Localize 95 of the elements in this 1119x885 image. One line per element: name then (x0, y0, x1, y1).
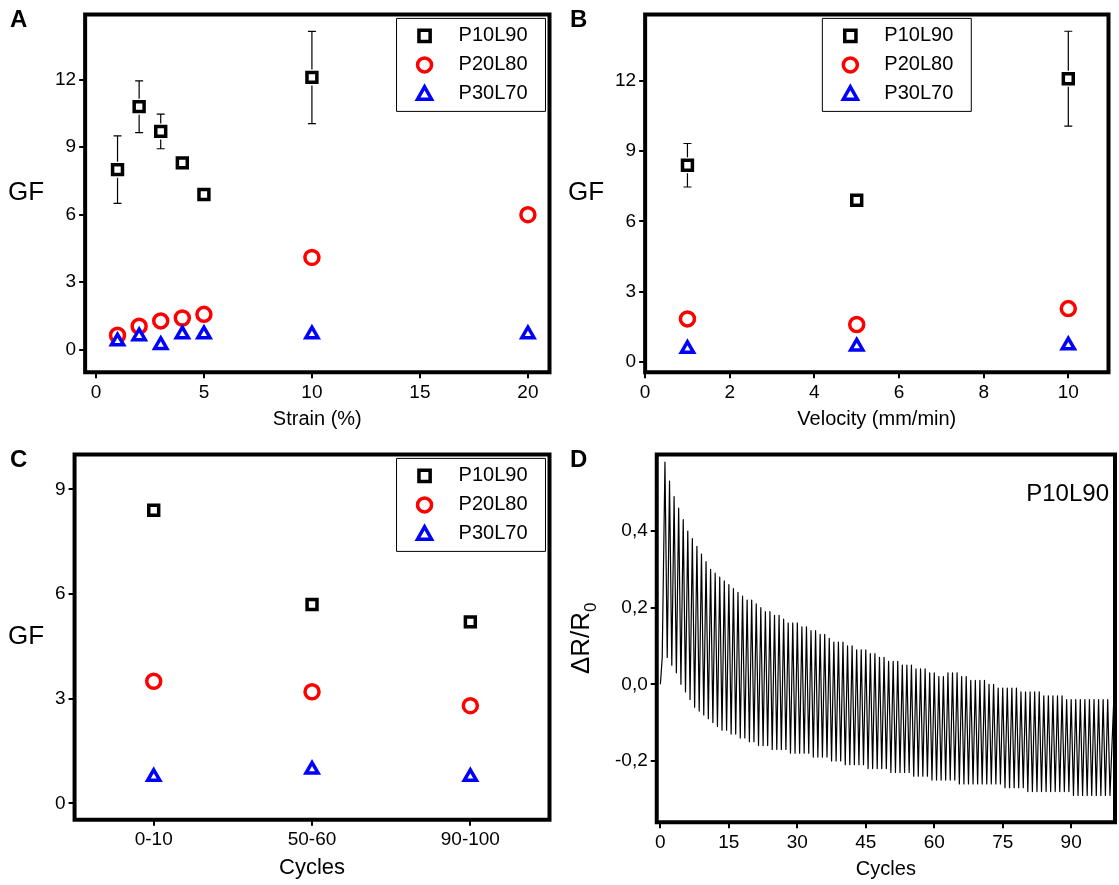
point (196, 325, 212, 340)
point (303, 248, 321, 267)
point (304, 760, 320, 775)
x-tick-label: 20 (517, 380, 539, 402)
point (1059, 334, 1078, 351)
point (520, 325, 536, 340)
point (305, 597, 319, 612)
y-tick-label: 3 (54, 686, 66, 708)
x-tick-label: 15 (409, 380, 431, 402)
chart-title: A (10, 5, 28, 33)
legend-label: P30L70 (458, 81, 528, 104)
point (154, 124, 168, 139)
point (152, 336, 169, 351)
x-tick-label: 8 (978, 380, 989, 402)
y-axis-title: GF (8, 620, 45, 651)
point (145, 768, 162, 783)
point (305, 70, 319, 85)
x-tick-label: 10 (301, 380, 323, 402)
point (1061, 72, 1075, 86)
point (174, 325, 191, 340)
x-axis-title: Cycles (855, 856, 916, 879)
y-tick-label: 0,4 (621, 519, 649, 541)
x-tick-label: 5 (198, 380, 210, 402)
legend-label: P20L80 (458, 52, 528, 75)
y-tick-label: -0,2 (614, 749, 648, 771)
y-axis-title: ΔR/R0 (565, 602, 600, 675)
point (195, 305, 213, 324)
point (519, 205, 537, 224)
x-tick-label: 0-10 (134, 828, 173, 850)
legend-label: P10L90 (458, 23, 528, 46)
legend-label: P20L80 (458, 492, 528, 515)
y-tick-label: 12 (54, 67, 77, 89)
chart-title: C (10, 445, 28, 473)
point (132, 99, 146, 114)
annotation: P10L90 (1026, 479, 1109, 507)
point (678, 310, 697, 328)
point (147, 503, 161, 517)
y-axis-title: GF (568, 176, 605, 207)
x-tick-label: 6 (893, 380, 905, 402)
y-tick-label: 6 (54, 582, 66, 604)
point (848, 337, 865, 352)
y-axis-title: GF (8, 176, 45, 207)
legend-label: P10L90 (458, 463, 528, 486)
y-tick-label: 3 (625, 279, 637, 301)
y-tick-label: 9 (54, 477, 66, 499)
x-tick-label: 15 (718, 830, 740, 852)
y-tick-label: 9 (625, 139, 637, 161)
x-axis-title: Cycles (279, 853, 346, 879)
y-tick-label: 0,2 (621, 595, 648, 617)
point (461, 696, 480, 715)
x-axis-title: Strain (%) (272, 406, 362, 429)
y-tick-label: 9 (65, 135, 77, 157)
x-tick-label: 90-100 (440, 828, 500, 850)
point (110, 162, 125, 177)
y-tick-label: 3 (65, 270, 77, 292)
point (304, 325, 320, 340)
x-tick-label: 0 (90, 380, 102, 402)
point (1059, 299, 1078, 318)
x-tick-label: 60 (923, 830, 945, 852)
y-tick-label: 0,0 (621, 672, 648, 694)
point (462, 768, 479, 783)
point (463, 615, 478, 629)
x-tick-label: 50-60 (287, 828, 337, 850)
x-tick-label: 0 (655, 830, 666, 852)
chart-title: B (570, 5, 588, 33)
legend-label: P30L70 (458, 521, 528, 544)
x-tick-label: 45 (855, 830, 877, 852)
x-tick-label: 10 (1057, 380, 1079, 402)
y-tick-label: 6 (65, 202, 77, 224)
point (144, 672, 163, 690)
point (847, 315, 866, 334)
y-tick-label: 6 (625, 209, 637, 231)
x-axis-title: Velocity (mm/min) (797, 406, 957, 429)
y-tick-label: 12 (614, 69, 637, 91)
x-tick-label: 30 (786, 830, 808, 852)
point (850, 193, 864, 208)
legend-label: P20L80 (884, 52, 954, 75)
x-tick-label: 90 (1060, 830, 1082, 852)
point (131, 327, 147, 342)
legend-label: P10L90 (884, 23, 954, 46)
chart-title: D (570, 445, 588, 473)
x-tick-label: 4 (809, 380, 821, 402)
legend-label: P30L70 (884, 81, 954, 104)
point (303, 682, 321, 701)
y-tick-label: 0 (65, 337, 77, 359)
x-tick-label: 2 (724, 380, 736, 402)
y-tick-label: 0 (54, 791, 66, 813)
point (151, 312, 170, 330)
point (175, 156, 190, 170)
x-tick-label: 75 (992, 830, 1014, 852)
point (197, 187, 211, 202)
point (679, 340, 696, 355)
y-tick-label: 0 (625, 349, 637, 371)
point (680, 158, 695, 172)
point (173, 309, 192, 327)
